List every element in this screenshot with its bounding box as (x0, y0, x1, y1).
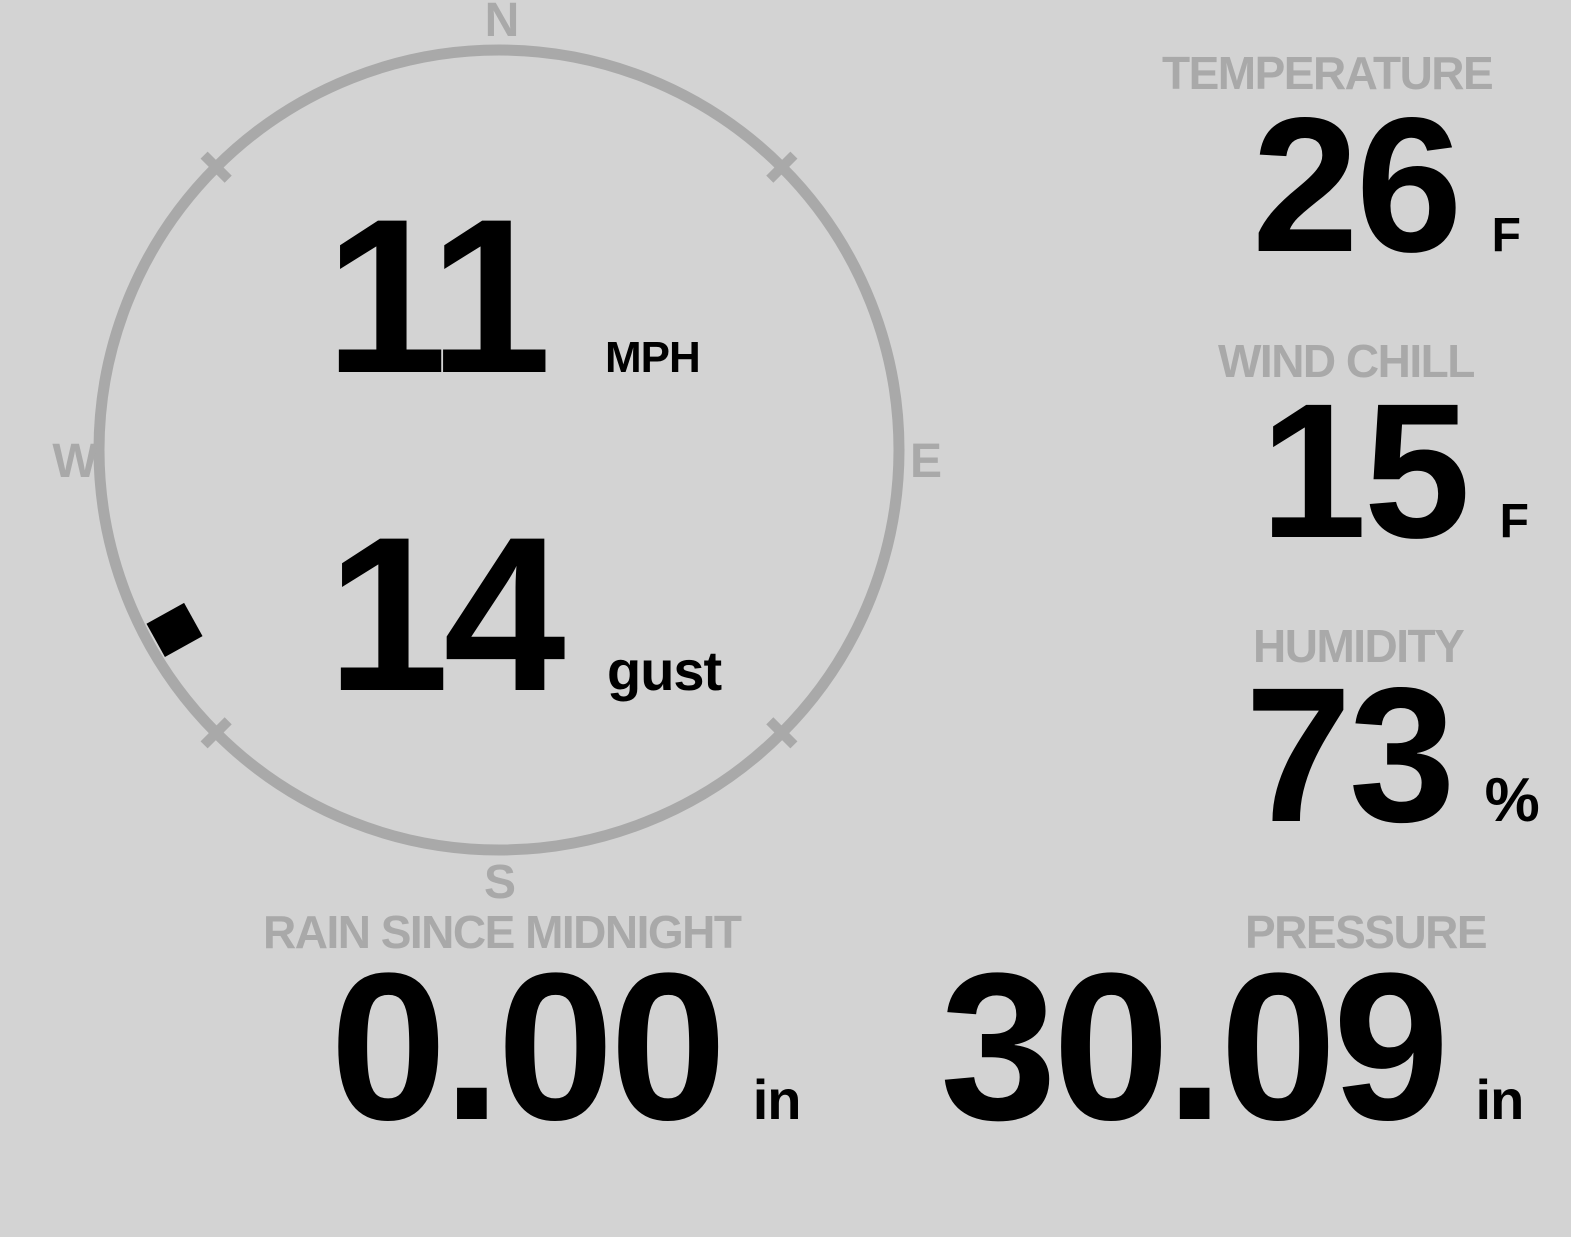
wind-chill-value: 15 (1260, 363, 1471, 578)
pressure-value: 30.09 (940, 929, 1450, 1164)
rain-value: 0.00 (330, 929, 727, 1164)
rain-label: RAIN SINCE MIDNIGHT (263, 906, 742, 958)
cardinal-south-label: S (483, 856, 517, 909)
pressure-unit: in (1475, 1068, 1525, 1131)
wind-speed: 11 MPH (325, 173, 701, 419)
wind-chill-label: WIND CHILL (1218, 335, 1475, 387)
compass-ring (93, 44, 905, 856)
compass-tick-sw (200, 717, 232, 749)
wind-gust-unit: gust (607, 639, 722, 702)
wind-chill-value-row: 15 F (1260, 363, 1529, 578)
humidity-unit: % (1484, 766, 1540, 835)
temperature-unit: F (1491, 209, 1521, 262)
compass-tick-nw (200, 151, 232, 183)
wind-gust: 14 gust (327, 491, 722, 737)
temperature-value: 26 (1252, 77, 1463, 292)
temperature-value-row: 26 F (1252, 77, 1521, 292)
humidity-label: HUMIDITY (1253, 620, 1465, 672)
humidity-value-row: 73 % (1245, 647, 1540, 862)
wind-direction-marker (146, 602, 203, 657)
wind-speed-unit: MPH (605, 333, 701, 382)
wind-chill-unit: F (1499, 495, 1529, 548)
cardinal-west-label: W (52, 435, 98, 488)
wind-gust-value: 14 (327, 491, 566, 737)
cardinal-north-label: N (484, 0, 520, 47)
humidity-value: 73 (1245, 647, 1456, 862)
compass-tick-se (766, 717, 798, 749)
rain-value-row: 0.00 in (330, 942, 801, 1152)
compass-tick-ne (766, 151, 798, 183)
wind-speed-value: 11 (325, 173, 552, 419)
rain-unit: in (752, 1068, 802, 1131)
temperature-label: TEMPERATURE (1162, 47, 1494, 99)
pressure-value-row: 30.09 in (940, 929, 1525, 1164)
cardinal-east-label: E (909, 435, 943, 488)
pressure-label: PRESSURE (1245, 906, 1488, 958)
